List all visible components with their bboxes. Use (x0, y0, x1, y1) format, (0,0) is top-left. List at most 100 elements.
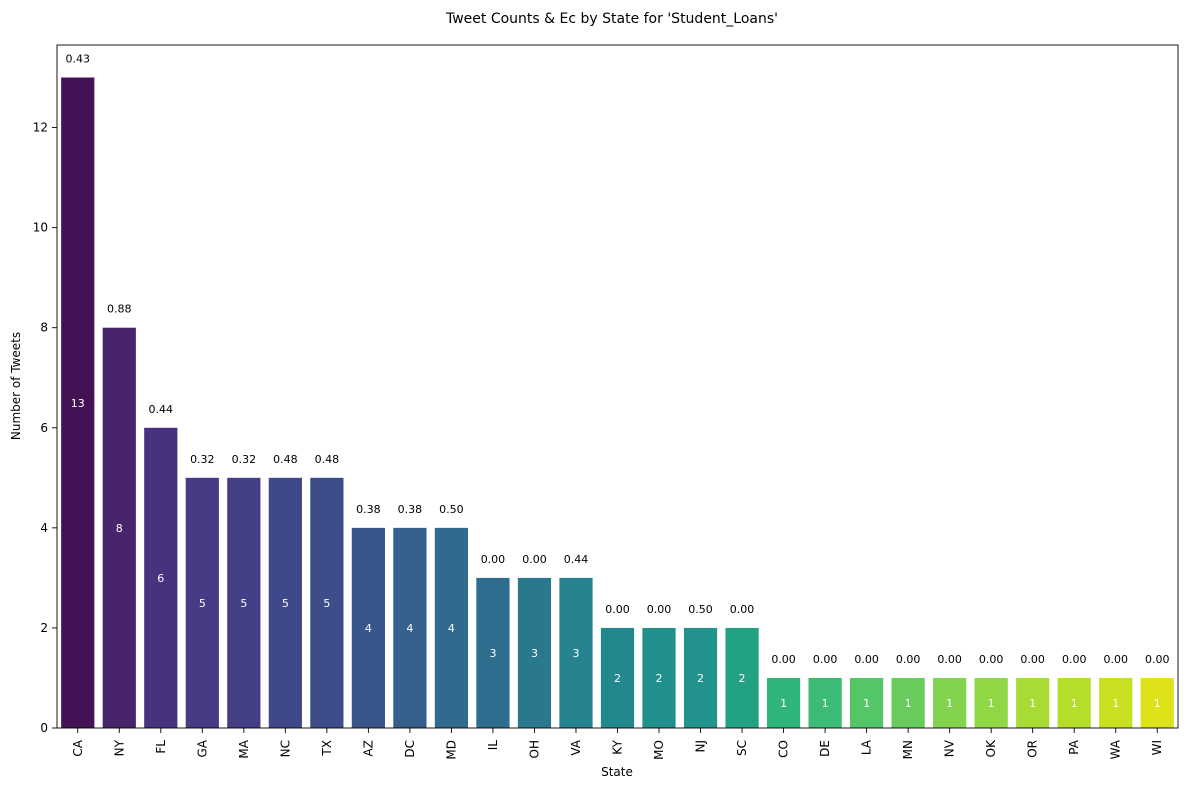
bar-ca (61, 77, 95, 729)
ec-label-ny: 0.88 (107, 303, 132, 316)
count-label-nc: 5 (282, 597, 289, 610)
data-labels-layer: 0.43130.8880.4460.3250.3250.4850.4850.38… (66, 53, 1170, 710)
count-label-md: 4 (448, 622, 455, 635)
count-label-il: 3 (489, 647, 496, 660)
bar-wa (1099, 677, 1133, 728)
bar-pa (1057, 677, 1091, 728)
x-tick-label: NV (943, 739, 957, 757)
ec-label-dc: 0.38 (398, 503, 423, 516)
count-label-dc: 4 (406, 622, 413, 635)
count-label-de: 1 (822, 697, 829, 710)
bar-tx (310, 477, 344, 728)
x-tick-label: AZ (361, 740, 375, 756)
bar-fl (144, 427, 178, 728)
count-label-oh: 3 (531, 647, 538, 660)
x-tick-label: NY (112, 739, 126, 756)
bar-nj (683, 627, 718, 728)
x-tick-label: MN (901, 740, 915, 759)
x-tick-label: WI (1150, 740, 1164, 755)
x-axis-label: State (601, 765, 633, 779)
bar-wi (1140, 677, 1174, 728)
bar-ok (974, 677, 1008, 728)
y-tick-label: 10 (33, 221, 48, 235)
bar-ky (600, 627, 635, 728)
bar-nv (933, 677, 967, 728)
ec-label-ca: 0.43 (66, 53, 91, 66)
x-tick-label: OR (1026, 740, 1040, 758)
y-tick-label: 2 (40, 621, 48, 635)
x-tick-label: CA (71, 739, 85, 756)
ec-label-tx: 0.48 (315, 453, 340, 466)
x-tick-label: IL (486, 740, 500, 751)
count-label-ny: 8 (116, 522, 123, 535)
bar-la (850, 677, 884, 728)
x-tick-label: FL (154, 740, 168, 754)
ec-label-va: 0.44 (564, 553, 589, 566)
x-tick-label: VA (569, 739, 583, 755)
plot-frame (56, 44, 1179, 729)
ec-label-md: 0.50 (439, 503, 464, 516)
x-tick-label: GA (195, 739, 209, 757)
ec-label-wi: 0.00 (1145, 653, 1170, 666)
x-tick-label: MA (237, 739, 251, 758)
bar-mn (891, 677, 925, 728)
ec-label-pa: 0.00 (1062, 653, 1087, 666)
bar-az (351, 527, 385, 728)
bars-layer (61, 77, 1174, 729)
bar-ga (185, 477, 219, 728)
x-tick-label: KY (611, 739, 625, 754)
y-tick-label: 0 (40, 721, 48, 735)
ec-label-nj: 0.50 (688, 603, 713, 616)
y-tick-label: 6 (40, 421, 48, 435)
chart-title: Tweet Counts & Ec by State for 'Student_… (445, 11, 778, 27)
bar-de (808, 677, 842, 728)
count-label-mn: 1 (905, 697, 912, 710)
bar-il (476, 577, 510, 728)
bar-ma (227, 477, 261, 728)
ec-label-mo: 0.00 (647, 603, 672, 616)
count-label-mo: 2 (656, 672, 663, 685)
x-tick-label: NC (278, 740, 292, 757)
count-label-va: 3 (572, 647, 579, 660)
y-tick-label: 8 (40, 321, 48, 335)
count-label-ma: 5 (240, 597, 247, 610)
count-label-ca: 13 (71, 397, 85, 410)
x-tick-label: SC (735, 740, 749, 756)
bar-co (766, 677, 801, 728)
bar-or (1016, 677, 1050, 728)
ec-label-ok: 0.00 (979, 653, 1004, 666)
x-tick-label: MO (652, 740, 666, 760)
ec-label-oh: 0.00 (522, 553, 547, 566)
count-label-wi: 1 (1154, 697, 1161, 710)
bar-sc (725, 627, 759, 728)
x-tick-label: OK (984, 739, 998, 757)
ec-label-sc: 0.00 (730, 603, 755, 616)
count-label-tx: 5 (323, 597, 330, 610)
count-label-wa: 1 (1112, 697, 1119, 710)
y-tick-label: 12 (33, 121, 48, 135)
ec-label-mn: 0.00 (896, 653, 921, 666)
ec-label-ga: 0.32 (190, 453, 215, 466)
x-tick-label: PA (1067, 739, 1081, 754)
bar-md (434, 527, 469, 728)
x-axis: CA NY FL GA MA NC TX AZ DC MD IL OH VA KY MO NJ SC CO DE LA… (71, 728, 1164, 760)
y-tick-label: 4 (40, 521, 48, 535)
count-label-nj: 2 (697, 672, 704, 685)
ec-label-fl: 0.44 (149, 403, 174, 416)
count-label-co: 1 (780, 697, 787, 710)
x-tick-label: DC (403, 740, 417, 758)
x-tick-label: DE (818, 740, 832, 757)
bar-dc (393, 527, 427, 728)
count-label-fl: 6 (157, 572, 164, 585)
ec-label-ma: 0.32 (232, 453, 257, 466)
ec-label-az: 0.38 (356, 503, 381, 516)
count-label-pa: 1 (1071, 697, 1078, 710)
count-label-la: 1 (863, 697, 870, 710)
ec-label-or: 0.00 (1020, 653, 1045, 666)
count-label-ok: 1 (988, 697, 995, 710)
x-tick-label: WA (1109, 739, 1123, 759)
count-label-az: 4 (365, 622, 372, 635)
ec-label-co: 0.00 (771, 653, 796, 666)
